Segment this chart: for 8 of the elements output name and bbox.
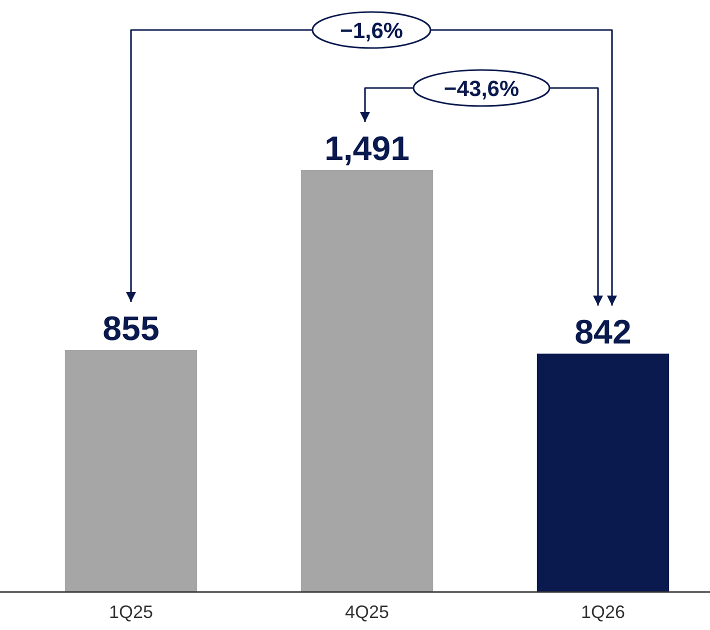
x-tick-label: 4Q25 [344, 602, 390, 622]
data-label: 855 [102, 310, 160, 348]
x-tick-label: 1Q26 [580, 602, 626, 622]
data-label: 842 [574, 314, 632, 352]
data-label: 1,491 [324, 130, 410, 168]
text: −1,6% [340, 18, 403, 43]
x-tick-label: 1Q25 [108, 602, 154, 622]
text: −43,6% [444, 76, 520, 101]
